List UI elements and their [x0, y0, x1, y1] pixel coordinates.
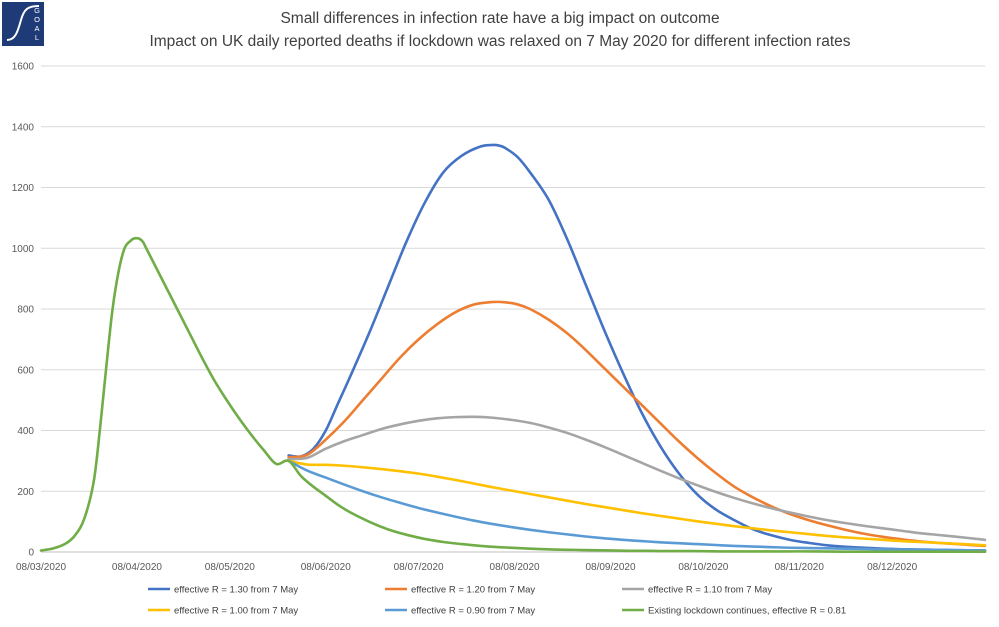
legend-label: effective R = 1.10 from 7 May — [648, 585, 772, 596]
y-tick-label: 1600 — [12, 62, 35, 73]
series-line-5 — [287, 459, 987, 552]
x-tick-label: 08/06/2020 — [301, 562, 351, 573]
y-tick-label: 400 — [17, 426, 34, 437]
series-line-1 — [287, 143, 987, 552]
y-tick-label: 1200 — [12, 183, 35, 194]
x-tick-label: 08/10/2020 — [678, 562, 728, 573]
y-tick-label: 1000 — [12, 244, 35, 255]
y-tick-label: 800 — [17, 305, 34, 316]
legend-label: effective R = 1.30 from 7 May — [174, 585, 298, 596]
gridlines — [41, 65, 985, 492]
x-tick-label: 08/11/2020 — [775, 562, 825, 573]
x-tick-label: 08/08/2020 — [490, 562, 540, 573]
y-tick-label: 0 — [28, 548, 34, 559]
chart-title: Small differences in infection rate have… — [280, 10, 719, 27]
legend-label: effective R = 1.00 from 7 May — [174, 606, 298, 617]
y-tick-label: 600 — [17, 365, 34, 376]
series-line-3 — [287, 415, 987, 542]
logo-curve-icon — [6, 5, 40, 41]
x-tick-label: 08/07/2020 — [394, 562, 444, 573]
series-line-6 — [39, 236, 987, 554]
logo-letters: G O A L — [34, 6, 40, 42]
legend-label: effective R = 0.90 from 7 May — [411, 606, 535, 617]
y-tick-label: 200 — [17, 487, 34, 498]
logo-letter-1: G — [34, 6, 40, 15]
x-tick-label: 08/05/2020 — [205, 562, 255, 573]
chart-subtitle: Impact on UK daily reported deaths if lo… — [149, 33, 850, 50]
y-axis-ticks: 0 200 400 600 800 1000 1200 1400 1600 — [12, 62, 35, 559]
x-tick-label: 08/12/2020 — [867, 562, 917, 573]
series-lines — [39, 143, 987, 554]
legend-label: effective R = 1.20 from 7 May — [411, 585, 535, 596]
logo-letter-3: A — [34, 24, 39, 33]
y-tick-label: 1400 — [12, 122, 35, 133]
x-tick-label: 08/09/2020 — [585, 562, 635, 573]
legend: effective R = 1.30 from 7 May effective R… — [148, 585, 846, 617]
goal-logo: G O A L — [2, 2, 44, 46]
logo-letter-2: O — [34, 15, 40, 24]
logo-letter-4: L — [35, 33, 39, 42]
logo-background — [2, 2, 44, 46]
series-line-4 — [287, 459, 987, 547]
x-tick-label: 08/03/2020 — [16, 562, 66, 573]
legend-label: Existing lockdown continues, effective R… — [648, 606, 846, 617]
x-axis-ticks: 08/03/2020 08/04/2020 08/05/2020 08/06/2020… — [16, 562, 918, 573]
series-line-2 — [287, 300, 987, 548]
x-tick-label: 08/04/2020 — [112, 562, 162, 573]
